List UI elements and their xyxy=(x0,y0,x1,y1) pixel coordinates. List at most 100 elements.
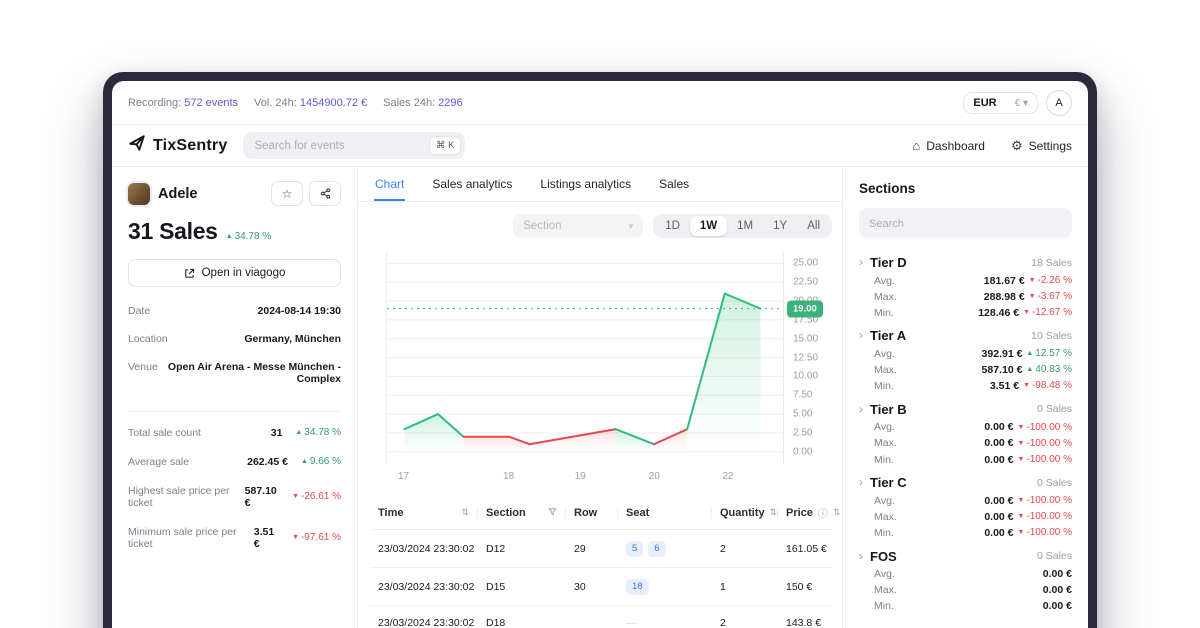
section-stat-row: Min.0.00 €-100.00 % xyxy=(859,525,1072,541)
event-name: Adele xyxy=(158,185,198,202)
tab-chart[interactable]: Chart xyxy=(374,167,406,201)
recording-value[interactable]: 572 events xyxy=(184,97,239,109)
range-1m[interactable]: 1M xyxy=(737,220,754,232)
y-axis-tick: 10.00 xyxy=(793,370,819,382)
section-group-header[interactable]: › Tier A 10 Sales xyxy=(859,328,1072,344)
x-axis-tick: 17 xyxy=(397,471,410,482)
sales-24h-metric: Sales 24h: 2296 xyxy=(383,97,462,109)
tab-listings-analytics[interactable]: Listings analytics xyxy=(540,177,632,191)
section-filter-select[interactable]: Section ▾ xyxy=(513,214,644,238)
filter-icon[interactable] xyxy=(548,507,557,519)
sales-24h-label: Sales 24h: xyxy=(383,97,436,109)
section-stat-row: Avg.392.91 €12.57 % xyxy=(859,346,1072,362)
volume-label: Vol. 24h: xyxy=(254,97,297,109)
favorite-button[interactable]: ☆ xyxy=(271,181,303,206)
section-group-header[interactable]: › FOS 0 Sales xyxy=(859,548,1072,564)
recording-metric: Recording: 572 events xyxy=(128,97,238,109)
column-header-row[interactable]: Row xyxy=(566,506,618,519)
stat-minimum-price: Minimum sale price per ticket 3.51 € -97… xyxy=(128,517,341,558)
event-venue-row: Venue Open Air Arena - Messe München - C… xyxy=(128,353,341,393)
cell-section: D18 xyxy=(486,616,506,628)
brand[interactable]: TixSentry xyxy=(128,134,227,157)
sort-icon[interactable]: ⇅ xyxy=(769,507,778,517)
user-avatar[interactable]: A xyxy=(1046,90,1072,116)
share-button[interactable] xyxy=(309,181,341,206)
column-header-quantity[interactable]: Quantity ⇅ xyxy=(712,506,778,519)
section-stat-row: Max.288.98 €-3.67 % xyxy=(859,289,1072,305)
nav-settings[interactable]: ⚙ Settings xyxy=(1011,139,1072,153)
range-1d[interactable]: 1D xyxy=(665,220,680,232)
section-group-header[interactable]: › Tier B 0 Sales xyxy=(859,401,1072,417)
nav-settings-label: Settings xyxy=(1028,138,1072,153)
section-stat-row: Avg.0.00 €-100.00 % xyxy=(859,420,1072,436)
sort-icon[interactable]: ⇅ xyxy=(461,507,469,517)
sections-title: Sections xyxy=(859,181,916,196)
top-metrics-bar: Recording: 572 events Vol. 24h: 1454900.72… xyxy=(112,81,1088,125)
x-axis-tick: 18 xyxy=(503,471,515,482)
sort-icon[interactable]: ⇅ xyxy=(832,507,841,517)
app-screen: Recording: 572 events Vol. 24h: 1454900.72… xyxy=(112,81,1088,628)
section-stat-row: Min.3.51 €-98.48 % xyxy=(859,379,1072,395)
gear-icon: ⚙ xyxy=(1010,138,1023,153)
section-stat-row: Max.0.00 €-100.00 % xyxy=(859,509,1072,525)
y-axis-tick: 15.00 xyxy=(793,333,819,345)
event-search[interactable]: ⌘ K xyxy=(243,132,466,159)
seat-badge: 5 xyxy=(626,540,644,557)
y-axis-tick: 5.00 xyxy=(793,408,813,420)
chart-section: Chart Sales analytics Listings analytics… xyxy=(358,167,842,628)
current-value-badge: 19.00 xyxy=(787,300,823,318)
y-axis-tick: 7.50 xyxy=(793,389,813,401)
sections-search[interactable] xyxy=(859,208,1072,238)
x-axis-tick: 22 xyxy=(722,471,734,482)
section-group-header[interactable]: › Tier C 0 Sales xyxy=(859,475,1072,491)
info-icon[interactable]: ⓘ xyxy=(817,509,828,520)
cell-row: 30 xyxy=(574,580,586,593)
section-sales-count: 10 Sales xyxy=(1031,329,1072,342)
range-1w[interactable]: 1W xyxy=(689,216,728,236)
external-link-icon xyxy=(184,268,194,278)
seat-empty-dash: — xyxy=(626,617,637,628)
event-search-input[interactable] xyxy=(254,139,395,152)
command-k-shortcut: ⌘ K xyxy=(428,136,462,155)
event-thumbnail xyxy=(128,182,150,205)
section-group-tier-d: › Tier D 18 Sales Avg.181.67 €-2.26 % Ma… xyxy=(859,248,1072,321)
column-header-seat[interactable]: Seat xyxy=(618,506,712,519)
sections-search-input[interactable] xyxy=(869,218,1062,230)
section-sales-count: 0 Sales xyxy=(1036,403,1072,416)
date-value: 2024-08-14 19:30 xyxy=(257,305,341,317)
range-1y[interactable]: 1Y xyxy=(773,220,788,232)
chevron-down-icon: ▾ xyxy=(1022,97,1028,109)
tab-sales-analytics[interactable]: Sales analytics xyxy=(432,177,513,191)
seat-badge: 6 xyxy=(648,540,666,557)
x-axis-labels: 17 18 19 20 22 xyxy=(386,464,784,486)
event-location-row: Location Germany, München xyxy=(128,325,341,353)
column-header-price[interactable]: Price ⓘ ⇅ xyxy=(786,506,841,521)
nav-dashboard-label: Dashboard xyxy=(926,138,985,153)
section-stat-row: Max. 0.00 € xyxy=(874,584,1072,597)
range-all[interactable]: All xyxy=(807,220,820,232)
sales-24h-value[interactable]: 2296 xyxy=(438,97,463,109)
cell-quantity: 1 xyxy=(720,580,726,593)
y-axis-tick: 22.50 xyxy=(793,276,819,288)
tab-sales[interactable]: Sales xyxy=(659,177,690,191)
column-header-section[interactable]: Section xyxy=(478,506,566,519)
volume-value[interactable]: 1454900.72 € xyxy=(299,97,368,109)
chart-plot-area[interactable] xyxy=(386,252,784,464)
section-filter-placeholder: Section xyxy=(523,220,562,232)
chevron-right-icon: › xyxy=(859,548,863,563)
section-group-tier-c: › Tier C 0 Sales Avg.0.00 €-100.00 % Max… xyxy=(859,468,1072,541)
column-header-time[interactable]: Time ⇅ xyxy=(370,506,478,519)
header-nav: ⌂ Dashboard ⚙ Settings xyxy=(912,139,1072,153)
event-date-row: Date 2024-08-14 19:30 xyxy=(128,297,341,325)
open-in-viagogo-button[interactable]: Open in viagogo xyxy=(128,259,341,287)
cell-price: 150 € xyxy=(786,580,813,593)
currency-selector[interactable]: EUR € ▾ xyxy=(963,92,1038,114)
table-row[interactable]: 23/03/2024 23:30:02 D15 30 18 1 150 € xyxy=(370,568,832,606)
section-group-header[interactable]: › Tier D 18 Sales xyxy=(859,255,1072,270)
table-row[interactable]: 23/03/2024 23:30:02 D18 — 2 143.8 € xyxy=(370,606,832,628)
share-icon xyxy=(320,188,330,199)
section-group-fos: › FOS 0 Sales Avg. 0.00 € Max. 0.00 € Min.… xyxy=(859,542,1072,615)
nav-dashboard[interactable]: ⌂ Dashboard xyxy=(912,139,985,153)
divider xyxy=(128,411,341,412)
